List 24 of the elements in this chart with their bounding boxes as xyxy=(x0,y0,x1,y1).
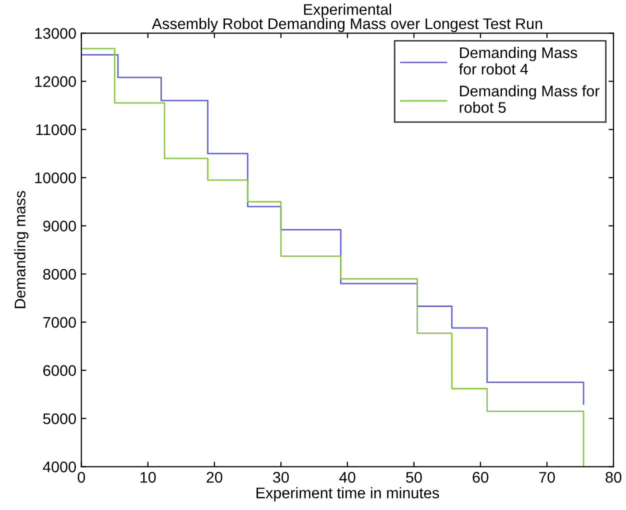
chart-title: Experimental Assembly Robot Demanding Mass over Longest Test Run xyxy=(152,4,542,32)
y-tick-label: 9000 xyxy=(43,220,76,232)
y-tick-label: 5000 xyxy=(43,413,76,424)
legend-label: Demanding Mass for robot 4 xyxy=(459,46,578,75)
y-tick-label: 7000 xyxy=(43,317,76,328)
x-tick-label: 60 xyxy=(472,472,488,483)
x-tick-label: 80 xyxy=(606,472,622,483)
y-tick-label: 12000 xyxy=(35,76,76,88)
x-tick-label: 20 xyxy=(206,472,222,483)
y-tick-label: 6000 xyxy=(43,365,76,376)
y-tick-label: 11000 xyxy=(36,124,76,136)
x-tick-label: 10 xyxy=(140,472,156,483)
y-axis-title: Demanding mass xyxy=(14,191,28,308)
x-tick-label: 40 xyxy=(339,472,356,483)
x-tick-label: 0 xyxy=(78,472,86,483)
y-tick-label: 13000 xyxy=(35,28,76,39)
x-tick-label: 30 xyxy=(273,472,289,483)
x-axis-title: Experiment time in minutes xyxy=(256,487,440,502)
x-tick-label: 50 xyxy=(406,472,422,483)
legend-label: Demanding Mass for robot 5 xyxy=(460,85,600,113)
y-tick-label: 10000 xyxy=(35,172,76,184)
y-tick-label: 4000 xyxy=(42,462,76,472)
x-tick-label: 70 xyxy=(539,472,555,483)
y-tick-label: 8000 xyxy=(43,268,76,280)
